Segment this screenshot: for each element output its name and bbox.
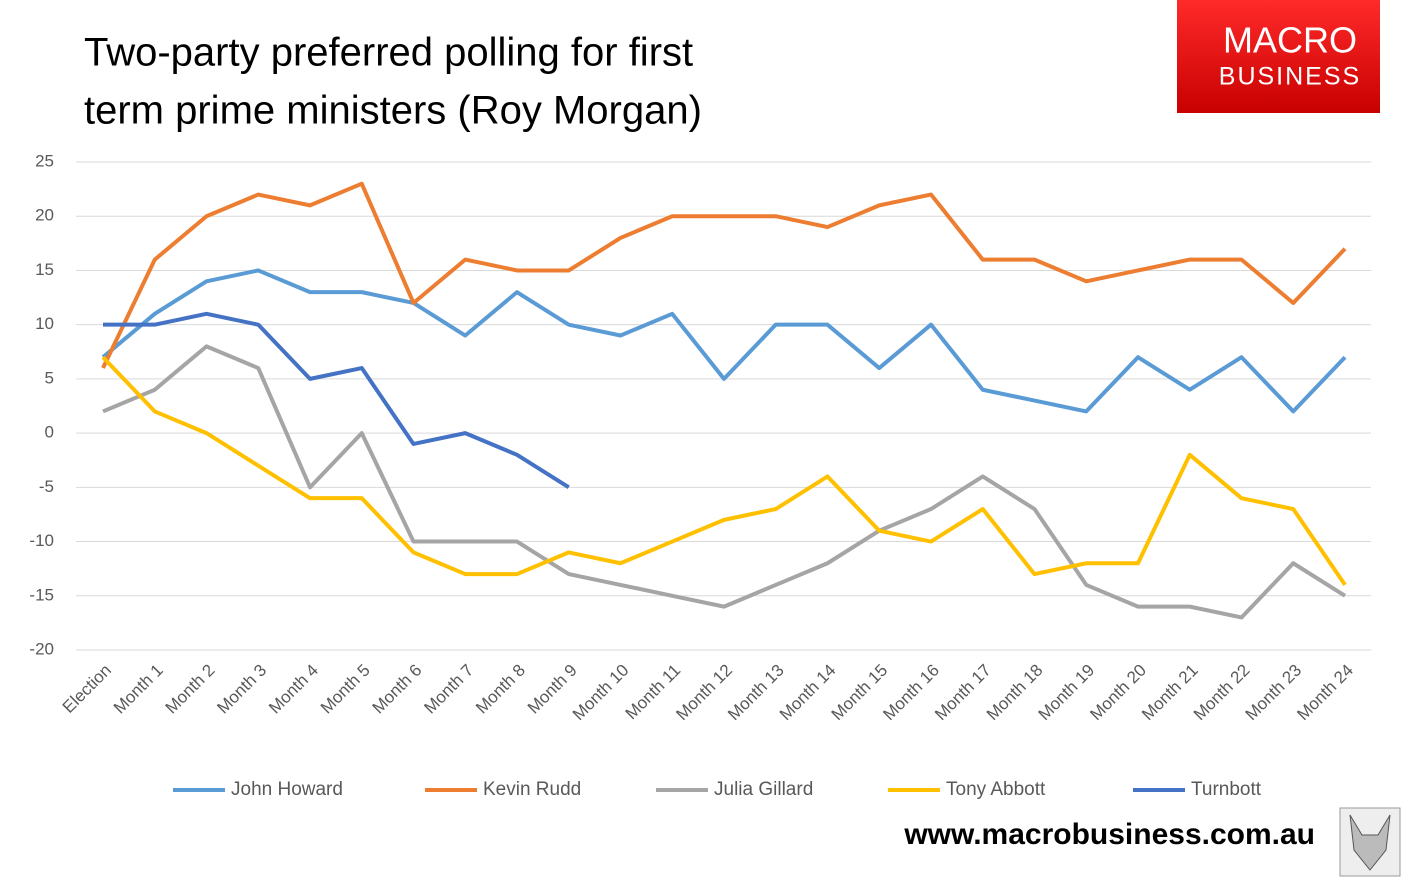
y-tick-label: -5 xyxy=(39,477,54,496)
fox-icon xyxy=(1349,814,1391,871)
legend-label: John Howard xyxy=(231,779,343,800)
y-tick-label: 25 xyxy=(35,151,54,170)
y-tick-label: 20 xyxy=(35,206,54,225)
legend-label: Julia Gillard xyxy=(714,779,813,800)
series-line xyxy=(101,268,1347,414)
series-line xyxy=(101,355,1347,587)
y-tick-label: -20 xyxy=(29,639,54,658)
series-line xyxy=(103,311,570,490)
y-tick-label: -10 xyxy=(29,531,54,550)
logo-text: BUSINESS xyxy=(1219,63,1361,91)
website: www.macrobusiness.com.au xyxy=(903,818,1315,851)
chart-title: Two-party preferred polling for first xyxy=(84,31,693,75)
y-tick-label: 15 xyxy=(35,260,54,279)
logo-text: MACRO xyxy=(1223,20,1357,61)
chart-title: term prime ministers (Roy Morgan) xyxy=(84,89,702,133)
y-tick-label: -15 xyxy=(29,585,54,604)
series-line xyxy=(101,181,1347,369)
series-line xyxy=(102,344,1347,620)
logo-box xyxy=(1177,0,1380,113)
legend-label: Turnbott xyxy=(1191,779,1262,800)
y-tick-label: 5 xyxy=(45,368,54,387)
legend-label: Tony Abbott xyxy=(946,779,1046,800)
legend-label: Kevin Rudd xyxy=(483,779,581,800)
y-tick-label: 10 xyxy=(35,314,54,333)
y-tick-label: 0 xyxy=(45,423,54,442)
